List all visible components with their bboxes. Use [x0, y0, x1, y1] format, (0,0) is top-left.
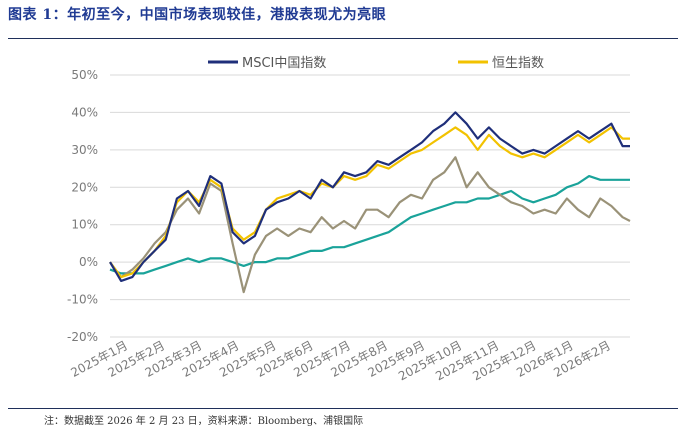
- y-tick-label: 40%: [71, 105, 98, 119]
- legend-label: 恒生指数: [492, 56, 544, 71]
- series-line-olive: [109, 156, 631, 294]
- series-line-teal: [109, 175, 630, 275]
- y-tick-label: 10%: [71, 218, 98, 232]
- y-tick-label: -20%: [67, 330, 98, 344]
- y-tick-label: 20%: [71, 180, 98, 194]
- grid-lines: [110, 74, 630, 338]
- y-tick-label: 0%: [79, 255, 98, 269]
- footer-rule: [8, 408, 678, 409]
- y-tick-label: 30%: [71, 143, 98, 157]
- x-axis: 2025年1月2025年2月2025年3月2025年4月2025年5月2025年…: [68, 338, 612, 383]
- title-rule: [8, 38, 678, 39]
- series-line-hsi: [109, 126, 630, 279]
- y-tick-label: -10%: [67, 293, 98, 307]
- legend: MSCI中国指数 恒生指数: [208, 56, 544, 71]
- y-axis: -20% -10% 0% 10% 20% 30% 40% 50%: [67, 68, 98, 344]
- series-lines: [109, 111, 631, 294]
- legend-label: MSCI中国指数: [242, 56, 326, 71]
- footnote: 注：数据截至 2026 年 2 月 23 日，资料来源：Bloomberg、浦银…: [44, 416, 364, 427]
- y-tick-label: 50%: [71, 68, 98, 82]
- series-line-msci: [109, 111, 630, 282]
- chart-title: 图表 1：年初至今，中国市场表现较佳，港股表现尤为亮眼: [8, 7, 387, 23]
